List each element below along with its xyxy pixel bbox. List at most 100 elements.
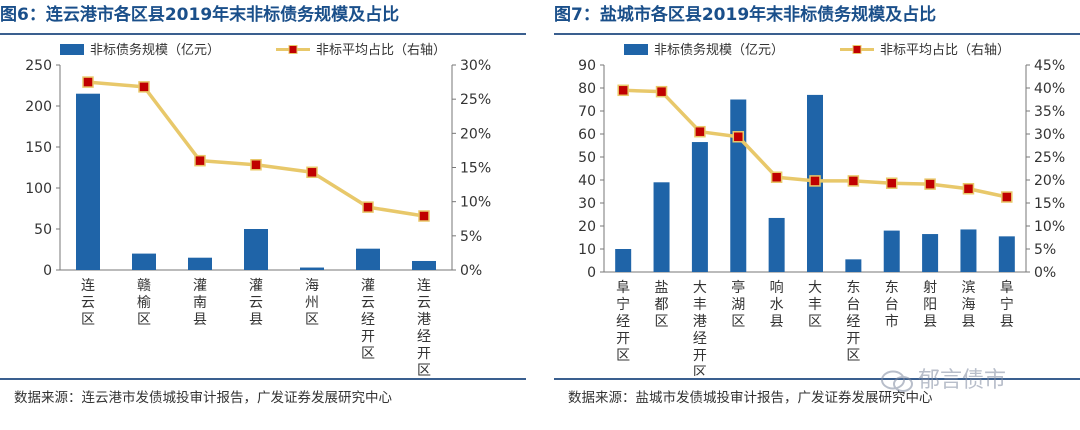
y2-tick-label: 30% — [1034, 127, 1065, 143]
legend-line-marker — [852, 45, 862, 54]
ratio-point-3 — [194, 154, 206, 167]
y-tick-label: 20 — [578, 219, 596, 235]
y2-tick-label: 20% — [460, 126, 491, 142]
bar-6 — [356, 248, 380, 270]
bar-7 — [845, 259, 862, 272]
ratio-point-9 — [924, 178, 936, 190]
ratio-point-4 — [732, 131, 745, 143]
y2-tick-label: 0% — [460, 263, 482, 279]
y-tick-label: 0 — [43, 263, 52, 279]
category-label: 大丰港经开区 — [693, 280, 707, 376]
category-label: 灌云经开区 — [361, 278, 375, 362]
y2-tick-label: 5% — [460, 229, 482, 245]
bar-8 — [883, 230, 900, 272]
y2-tick-label: 45% — [1034, 58, 1065, 74]
right-top-rule — [554, 33, 1080, 35]
category-label: 东台市 — [885, 280, 899, 330]
legend-line-label: 非标平均占比（右轴） — [880, 43, 1010, 58]
ratio-point-1 — [82, 76, 94, 88]
legend-bar-swatch — [60, 44, 84, 55]
ratio-point-6 — [809, 175, 821, 187]
y-tick-label: 70 — [578, 104, 596, 120]
left-figure-panel: 图6：连云港市各区县2019年末非标债务规模及占比 非标债务规模（亿元） 非标平均… — [0, 0, 526, 430]
bar-2 — [653, 182, 670, 272]
bar-1 — [615, 249, 632, 272]
left-top-rule — [0, 33, 526, 35]
y2-tick-label: 25% — [1034, 150, 1065, 166]
y2-tick-label: 20% — [1034, 173, 1065, 189]
bar-5 — [768, 217, 785, 272]
ratio-point-8 — [885, 177, 898, 189]
legend-bar-swatch — [624, 44, 648, 55]
ratio-point-2 — [655, 85, 668, 98]
category-label: 盐都区 — [655, 280, 669, 330]
y2-tick-label: 40% — [1034, 81, 1065, 97]
y-tick-label: 250 — [25, 58, 52, 74]
legend-bar-label: 非标债务规模（亿元） — [654, 42, 784, 58]
ratio-point-7 — [418, 210, 430, 222]
y-tick-label: 100 — [25, 181, 52, 197]
category-label: 阜宁经开区 — [616, 279, 630, 364]
bar-7 — [412, 260, 436, 270]
ratio-point-5 — [306, 166, 318, 179]
bar-5 — [300, 267, 324, 270]
legend-bar-label: 非标债务规模（亿元） — [90, 42, 220, 58]
left-bottom-rule — [0, 378, 526, 380]
y-tick-label: 0 — [587, 265, 596, 281]
ratio-point-6 — [362, 201, 374, 213]
watermark: 郁言债市 — [880, 362, 1006, 394]
y-tick-label: 30 — [578, 196, 596, 212]
category-label: 灌云县 — [249, 278, 263, 328]
ratio-point-4 — [250, 159, 262, 171]
ratio-point-10 — [962, 182, 975, 195]
y2-tick-label: 5% — [1034, 242, 1056, 258]
bar-3 — [691, 142, 708, 272]
category-label: 滨海县 — [961, 280, 975, 330]
y2-tick-label: 10% — [460, 195, 491, 211]
bar-11 — [998, 236, 1015, 272]
category-label: 射阳县 — [923, 280, 937, 330]
bar-10 — [960, 229, 977, 272]
y-tick-label: 60 — [578, 127, 596, 143]
bar-1 — [76, 93, 100, 270]
ratio-line — [87, 80, 425, 218]
category-label: 亭湖区 — [731, 279, 745, 330]
right-bottom-rule — [554, 378, 1080, 380]
category-label: 海州区 — [305, 278, 319, 328]
left-figure-title: 图6：连云港市各区县2019年末非标债务规模及占比 — [0, 5, 400, 25]
wechat-icon — [881, 370, 913, 392]
legend-line-label: 非标平均占比（右轴） — [316, 43, 446, 58]
y2-tick-label: 10% — [1034, 219, 1065, 235]
y-tick-label: 10 — [578, 242, 596, 258]
right-figure-panel: 图7：盐城市各区县2019年末非标债务规模及占比 非标债务规模（亿元） 非标平均占… — [554, 0, 1080, 430]
right-chart: 非标债务规模（亿元） 非标平均占比（右轴） 0 10 20 30 40 50 60 70 80 90 0… — [578, 42, 1065, 376]
y-tick-label: 90 — [578, 58, 596, 74]
y2-tick-label: 15% — [1034, 196, 1065, 212]
y-tick-label: 200 — [25, 99, 52, 115]
y-tick-label: 50 — [34, 222, 52, 238]
left-source-note: 数据来源：连云港市发债城投审计报告，广发证券发展研究中心 — [14, 390, 392, 406]
category-label: 响水县 — [770, 280, 784, 330]
legend-line-marker — [288, 45, 298, 54]
bar-2 — [132, 253, 156, 270]
ratio-point-3 — [694, 125, 706, 138]
y2-tick-label: 25% — [460, 92, 491, 108]
y-tick-label: 150 — [25, 140, 52, 156]
ratio-point-7 — [847, 175, 860, 187]
ratio-point-2 — [138, 81, 150, 93]
bar-9 — [922, 234, 939, 272]
y-tick-label: 40 — [578, 173, 596, 189]
bar-3 — [188, 257, 212, 270]
y2-tick-label: 0% — [1034, 265, 1056, 281]
y2-tick-label: 35% — [1034, 104, 1065, 120]
category-label: 连云区 — [81, 278, 95, 328]
ratio-point-5 — [770, 171, 783, 183]
y-tick-label: 80 — [578, 81, 596, 97]
bar-4 — [244, 229, 268, 270]
y-tick-label: 50 — [578, 150, 596, 166]
right-source-note: 数据来源：盐城市发债城投审计报告，广发证券发展研究中心 — [568, 390, 933, 406]
category-label: 连云港经开区 — [417, 278, 431, 376]
watermark-text: 郁言债市 — [918, 368, 1007, 393]
category-label: 灌南县 — [193, 278, 207, 328]
bar-4 — [730, 99, 747, 272]
